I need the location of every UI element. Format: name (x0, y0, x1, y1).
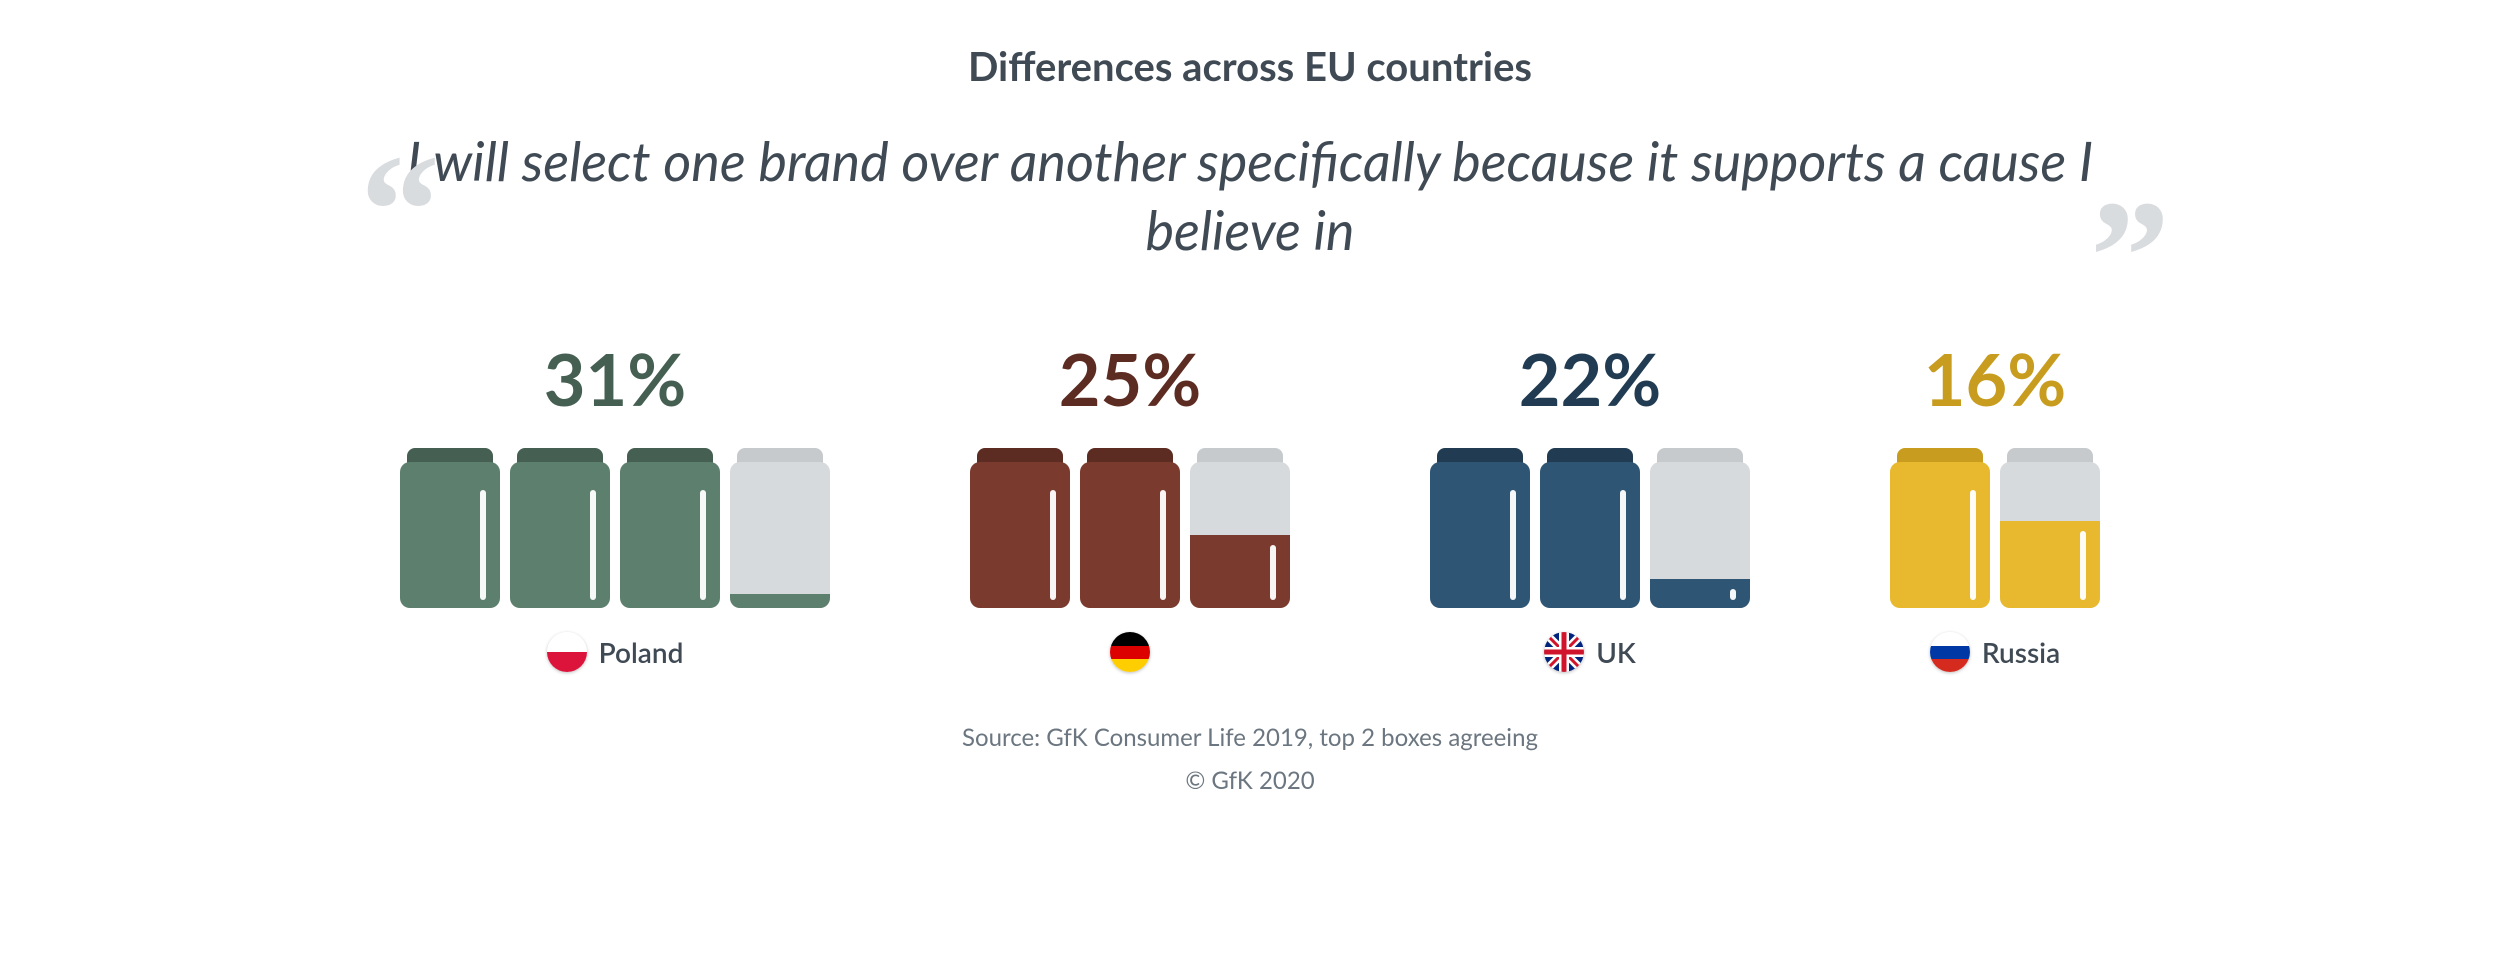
flag-icon (1930, 632, 1970, 672)
flag-row: UK (1544, 632, 1636, 672)
can-icon (1080, 448, 1180, 608)
page-title: Differences across EU countries (968, 42, 1532, 90)
can-icon (510, 448, 610, 608)
footer-copyright: © GfK 2020 (962, 759, 1538, 802)
pct-value: 31% (544, 336, 687, 422)
flag-row: Poland (547, 632, 684, 672)
flag-row: Russia (1930, 632, 2060, 672)
can-icon (1430, 448, 1530, 608)
flag-icon (547, 632, 587, 672)
quote-text: I will select one brand over another spe… (390, 126, 2110, 264)
countries-row: 31% (400, 336, 2100, 672)
cans-row (970, 448, 1290, 608)
flag-icon (1110, 632, 1150, 672)
can-icon (2000, 448, 2100, 608)
cans-row (400, 448, 830, 608)
country-russia: 16% Russia (1890, 336, 2100, 672)
quote-block: “ I will select one brand over another s… (390, 126, 2110, 264)
country-poland: 31% (400, 336, 830, 672)
country-uk: 22% (1430, 336, 1750, 672)
pct-value: 22% (1519, 336, 1662, 422)
can-icon (1890, 448, 1990, 608)
open-quote-icon: “ (360, 162, 440, 258)
flag-icon (1544, 632, 1584, 672)
can-icon (730, 448, 830, 608)
country-label: UK (1596, 635, 1636, 669)
infographic-root: Differences across EU countries “ I will… (0, 0, 2500, 971)
footer-source: Source: GfK Consumer Life 2019, top 2 bo… (962, 716, 1538, 759)
cans-row (1890, 448, 2100, 608)
country-label: Poland (599, 635, 684, 669)
close-quote-icon: ” (2090, 208, 2170, 304)
can-icon (970, 448, 1070, 608)
cans-row (1430, 448, 1750, 608)
flag-row (1110, 632, 1150, 672)
country-label: Russia (1982, 635, 2060, 669)
can-icon (1190, 448, 1290, 608)
footer: Source: GfK Consumer Life 2019, top 2 bo… (962, 716, 1538, 802)
can-icon (1540, 448, 1640, 608)
pct-value: 16% (1924, 336, 2067, 422)
can-icon (620, 448, 720, 608)
can-icon (400, 448, 500, 608)
country-germany: 25% (970, 336, 1290, 672)
can-icon (1650, 448, 1750, 608)
pct-value: 25% (1059, 336, 1202, 422)
